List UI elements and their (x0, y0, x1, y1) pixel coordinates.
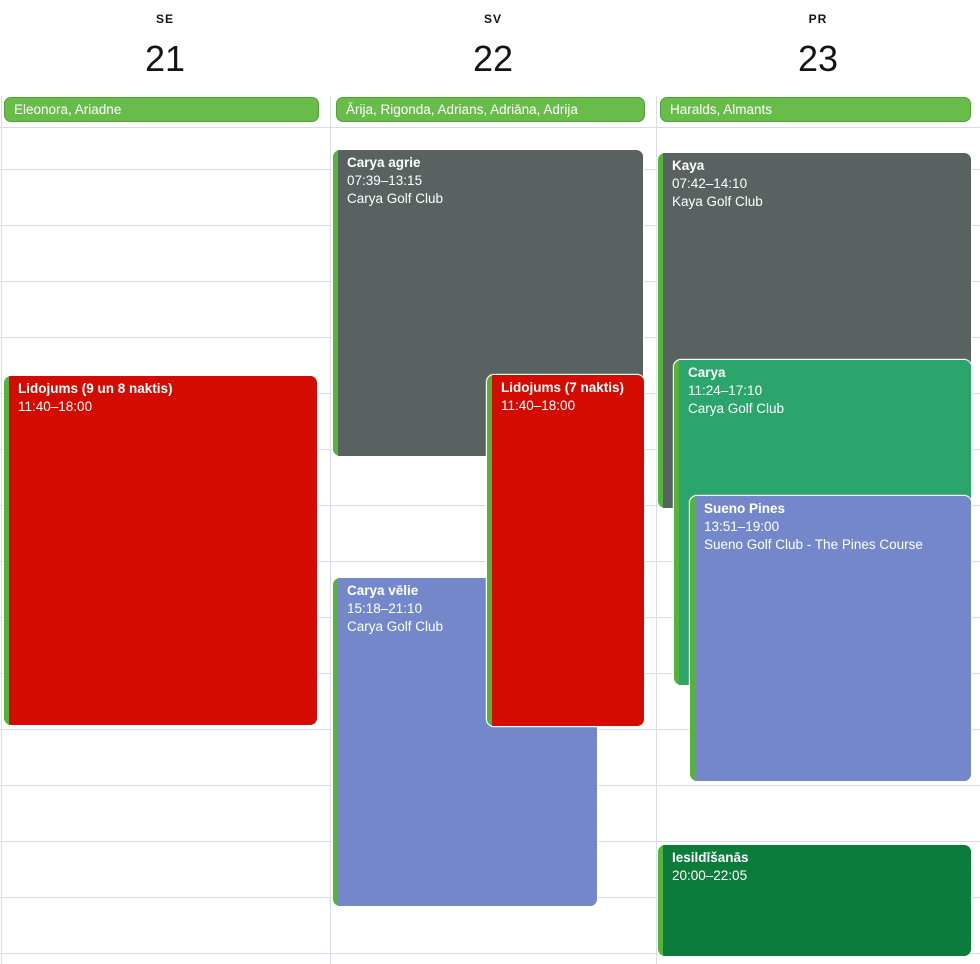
event-time: 07:39–13:15 (347, 173, 423, 188)
event-location: Carya Golf Club (688, 401, 785, 416)
day-header-23[interactable]: PR 23 (656, 0, 980, 95)
event-title: Kaya (672, 158, 705, 173)
event-iesildisanas[interactable]: Iesildīšanās 20:00–22:05 (657, 844, 972, 957)
event-time: 15:18–21:10 (347, 601, 423, 616)
day-number: 21 (144, 38, 186, 79)
event-title: Carya vēlie (347, 583, 419, 598)
day-abbr: SV (483, 12, 502, 26)
event-time: 11:24–17:10 (688, 383, 763, 398)
event-location: Sueno Golf Club - The Pines Course (704, 537, 923, 552)
event-time: 11:40–18:00 (501, 398, 576, 413)
day-number: 23 (797, 38, 839, 79)
all-day-event[interactable]: Haralds, Almants (660, 97, 971, 122)
column-separator (330, 96, 331, 964)
column-separator (1, 96, 2, 964)
day-header-22[interactable]: SV 22 (330, 0, 656, 95)
event-content: Sueno Pines 13:51–19:00 Sueno Golf Club … (695, 496, 971, 781)
column-separator (656, 96, 657, 964)
all-day-event[interactable]: Eleonora, Ariadne (4, 97, 319, 122)
event-lidojums-7-naktis[interactable]: Lidojums (7 naktis) 11:40–18:00 (486, 374, 645, 727)
event-location: Carya Golf Club (347, 619, 444, 634)
event-time: 07:42–14:10 (672, 176, 748, 191)
event-lidojums-9-un-8-naktis[interactable]: Lidojums (9 un 8 naktis) 11:40–18:00 (3, 375, 318, 726)
all-day-event-label: Haralds, Almants (670, 102, 773, 117)
event-title: Carya (688, 365, 726, 380)
day-number: 22 (472, 38, 514, 79)
day-abbr: SE (155, 12, 174, 26)
event-title: Sueno Pines (704, 501, 786, 516)
hour-line (0, 127, 980, 128)
event-time: 11:40–18:00 (18, 399, 93, 414)
event-title: Carya agrie (347, 155, 421, 170)
hour-line (0, 953, 980, 954)
event-content: Lidojums (9 un 8 naktis) 11:40–18:00 (9, 376, 317, 725)
event-location: Carya Golf Club (347, 191, 444, 206)
all-day-event[interactable]: Ārija, Rigonda, Adrians, Adriāna, Adrija (336, 97, 645, 122)
day-abbr: PR (808, 12, 828, 26)
event-title: Lidojums (9 un 8 naktis) (18, 381, 173, 396)
event-title: Lidojums (7 naktis) (501, 380, 625, 395)
day-header-21[interactable]: SE 21 (0, 0, 330, 95)
all-day-event-label: Ārija, Rigonda, Adrians, Adriāna, Adrija (346, 102, 578, 117)
event-time: 13:51–19:00 (704, 519, 780, 534)
event-content: Iesildīšanās 20:00–22:05 (663, 845, 971, 956)
event-time: 20:00–22:05 (672, 868, 748, 883)
all-day-event-label: Eleonora, Ariadne (14, 102, 122, 117)
event-location: Kaya Golf Club (672, 194, 763, 209)
event-sueno-pines[interactable]: Sueno Pines 13:51–19:00 Sueno Golf Club … (689, 495, 972, 782)
event-content: Lidojums (7 naktis) 11:40–18:00 (492, 375, 644, 726)
event-title: Iesildīšanās (672, 850, 749, 865)
